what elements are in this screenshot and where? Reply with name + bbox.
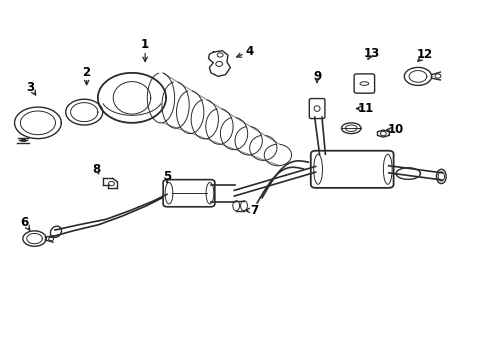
Text: 7: 7	[251, 204, 259, 217]
Text: 6: 6	[21, 216, 29, 229]
Text: 3: 3	[26, 81, 35, 94]
Text: 10: 10	[388, 123, 404, 136]
Text: 8: 8	[92, 163, 100, 176]
Text: 5: 5	[163, 170, 171, 183]
Text: 12: 12	[417, 49, 433, 62]
Text: 2: 2	[83, 66, 91, 79]
Text: 9: 9	[313, 70, 321, 83]
Text: 11: 11	[358, 102, 374, 115]
Text: 4: 4	[246, 45, 254, 58]
Text: 1: 1	[141, 38, 149, 51]
Text: 13: 13	[364, 47, 380, 60]
